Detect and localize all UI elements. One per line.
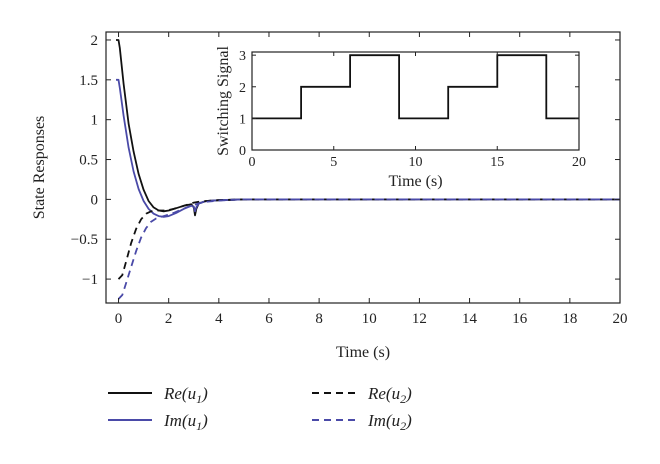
main-chart: 0 2 4 6 8 10 12 14 16 18 20−1−0.500.511.52 Time (s… (31, 31, 628, 361)
legend-label-base: Im(u (163, 411, 196, 430)
legend-label-close: ) (405, 411, 412, 430)
main-tick-group: 0 2 4 6 8 10 12 14 16 18 20−1−0.500.511.52 (71, 32, 628, 327)
main-x-tick-label: 0 (115, 311, 123, 327)
inset-x-tick-label: 10 (409, 155, 423, 170)
legend-label-subscript: 1 (196, 392, 202, 406)
inset-y-tick-label: 1 (239, 112, 246, 127)
main-x-tick-label: 2 (165, 311, 173, 327)
main-y-tick-label: 2 (91, 33, 99, 49)
main-y-tick-label: 0.5 (79, 153, 98, 169)
main-y-tick-label: 1.5 (79, 73, 98, 89)
main-x-tick-label: 4 (215, 311, 223, 327)
main-x-tick-label: 10 (362, 311, 377, 327)
main-x-tick-label: 16 (512, 311, 528, 327)
main-y-tick-label: −1 (82, 272, 98, 288)
main-series-line-2 (117, 198, 620, 280)
main-x-axis-label: Time (s) (336, 344, 390, 361)
main-series-group (116, 39, 620, 300)
main-y-axis-label: State Responses (31, 116, 48, 220)
inset-series-group (252, 54, 579, 120)
inset-x-tick-label: 0 (249, 155, 256, 170)
inset-y-tick-label: 2 (239, 81, 246, 96)
inset-x-tick-label: 15 (490, 155, 504, 170)
legend-label-base: Re(u (367, 384, 400, 403)
main-x-tick-label: 14 (462, 311, 478, 327)
main-series-line-1 (116, 78, 620, 218)
inset-y-axis-label: Switching Signal (215, 46, 232, 156)
legend: Re(u1)Im(u1)Re(u2)Im(u2) (108, 384, 412, 433)
legend-label-base: Im(u (367, 411, 400, 430)
inset-x-axis-label: Time (s) (388, 173, 442, 190)
main-series-line-3 (117, 198, 620, 300)
main-x-tick-label: 6 (265, 311, 273, 327)
legend-label-base: Re(u (163, 384, 196, 403)
legend-label-3: Im(u2) (367, 411, 412, 433)
main-plot-frame (105, 31, 621, 304)
inset-background (205, 42, 590, 192)
inset-x-tick-label: 20 (572, 155, 586, 170)
legend-label-close: ) (405, 384, 412, 403)
inset-x-tick-label: 5 (330, 155, 337, 170)
inset-chart: 0 5 10 15 20 0 1 2 3 Time (s) Switching Signal (205, 42, 590, 192)
legend-label-subscript: 1 (196, 419, 202, 433)
main-x-tick-label: 18 (562, 311, 577, 327)
legend-label-close: ) (201, 411, 208, 430)
inset-series-line-0 (252, 54, 579, 120)
main-x-tick-label: 20 (613, 311, 628, 327)
legend-label-0: Re(u1) (163, 384, 208, 406)
main-y-tick-label: 1 (91, 113, 99, 129)
legend-label-subscript: 2 (400, 419, 406, 433)
inset-tick-group: 0 5 10 15 20 0 1 2 3 (239, 49, 586, 170)
legend-label-subscript: 2 (400, 392, 406, 406)
inset-y-tick-label: 3 (239, 49, 246, 64)
inset-y-tick-label: 0 (239, 144, 246, 159)
main-y-tick-label: −0.5 (71, 232, 98, 248)
main-x-tick-label: 8 (315, 311, 323, 327)
main-y-tick-label: 0 (91, 192, 99, 208)
legend-label-2: Re(u2) (367, 384, 412, 406)
legend-label-close: ) (201, 384, 208, 403)
legend-label-1: Im(u1) (163, 411, 208, 433)
main-x-tick-label: 12 (412, 311, 427, 327)
